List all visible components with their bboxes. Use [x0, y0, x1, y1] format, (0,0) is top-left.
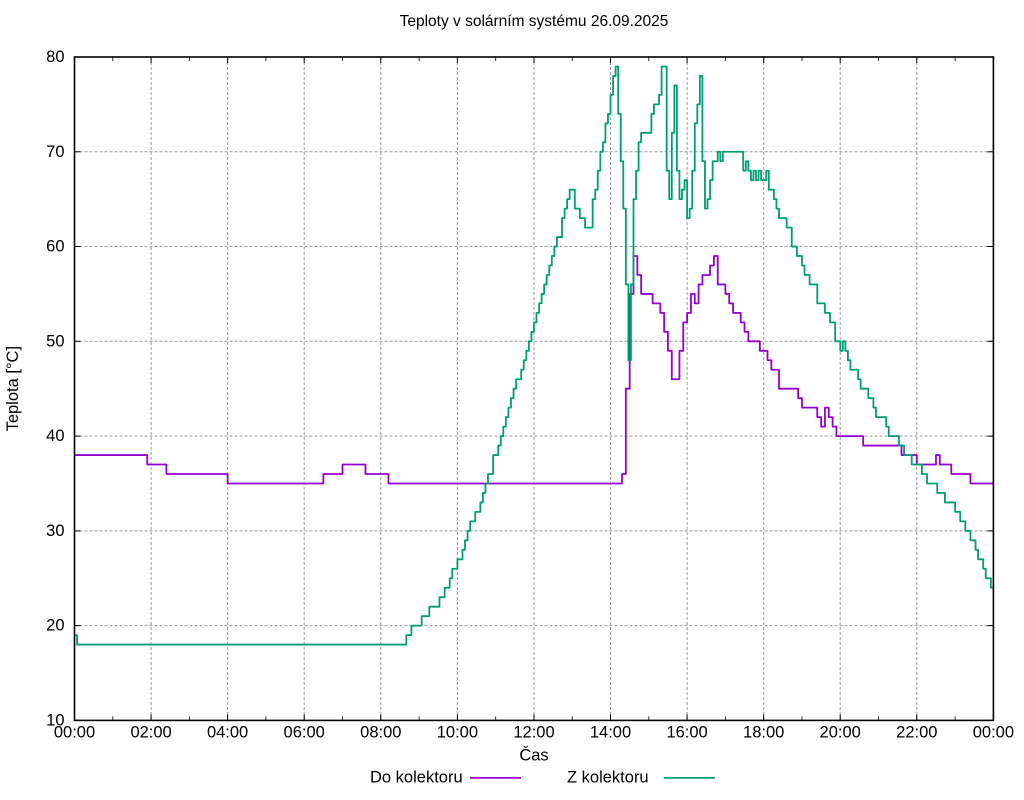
- svg-text:Do kolektoru: Do kolektoru: [370, 768, 463, 786]
- svg-text:20:00: 20:00: [820, 723, 861, 741]
- svg-text:40: 40: [46, 427, 64, 445]
- svg-text:20: 20: [46, 617, 64, 635]
- svg-text:16:00: 16:00: [666, 723, 707, 741]
- svg-text:50: 50: [46, 332, 64, 350]
- svg-text:14:00: 14:00: [590, 723, 631, 741]
- svg-text:Z kolektoru: Z kolektoru: [567, 768, 649, 786]
- svg-text:Teploty v solárním systému 26.: Teploty v solárním systému 26.09.2025: [400, 13, 669, 30]
- svg-text:70: 70: [46, 143, 64, 161]
- svg-text:00:00: 00:00: [973, 723, 1014, 741]
- svg-text:30: 30: [46, 522, 64, 540]
- svg-text:08:00: 08:00: [360, 723, 401, 741]
- svg-text:60: 60: [46, 238, 64, 256]
- svg-text:02:00: 02:00: [130, 723, 171, 741]
- svg-text:04:00: 04:00: [207, 723, 248, 741]
- svg-text:80: 80: [46, 48, 64, 66]
- svg-text:18:00: 18:00: [743, 723, 784, 741]
- svg-text:06:00: 06:00: [284, 723, 325, 741]
- svg-text:22:00: 22:00: [896, 723, 937, 741]
- svg-text:Teplota [°C]: Teplota [°C]: [4, 346, 22, 431]
- svg-text:00:00: 00:00: [54, 723, 95, 741]
- svg-text:10:00: 10:00: [437, 723, 478, 741]
- svg-text:Čas: Čas: [519, 745, 548, 764]
- svg-text:12:00: 12:00: [513, 723, 554, 741]
